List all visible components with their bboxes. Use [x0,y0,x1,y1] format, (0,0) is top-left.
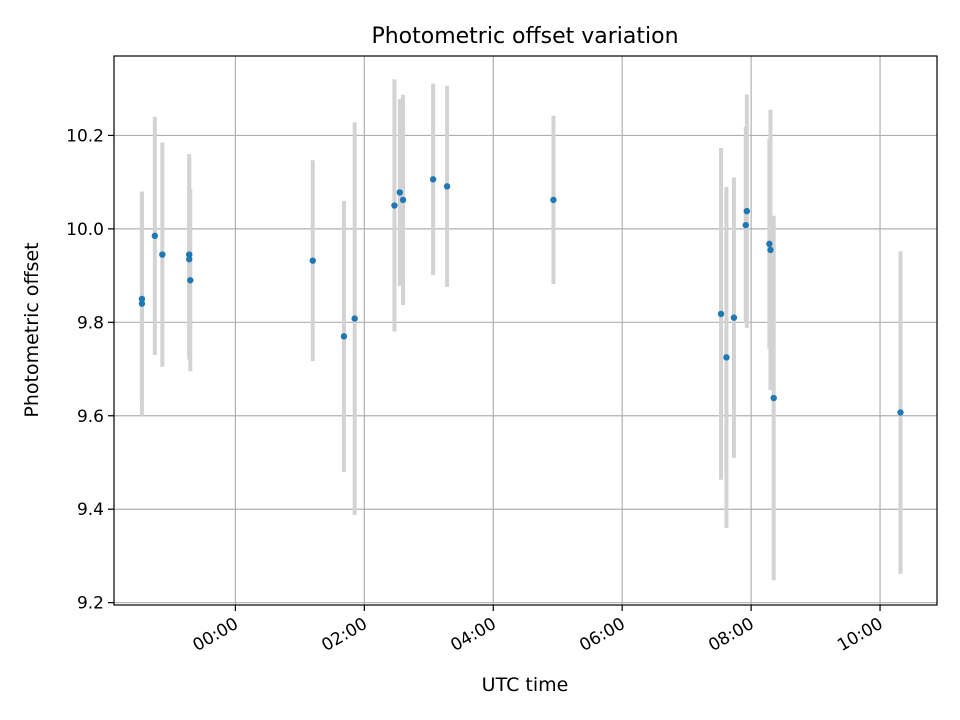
chart-title: Photometric offset variation [371,24,678,49]
data-point [550,196,557,204]
data-point [340,333,348,340]
y-tick-label: 9.8 [77,313,104,333]
y-tick-label: 10.0 [66,220,104,240]
data-point [138,295,146,303]
data-point [767,246,774,254]
y-tick-label: 9.6 [77,407,104,427]
data-point [159,251,166,258]
data-point [351,315,358,322]
data-point [897,409,904,416]
y-tick-label: 9.2 [77,594,104,614]
data-point [723,354,730,361]
data-point [399,196,407,204]
data-point [186,256,193,263]
data-point [309,257,316,264]
data-point [730,314,738,321]
y-tick-label: 9.4 [77,500,104,520]
y-axis-label: Photometric offset [21,242,43,417]
data-point [742,221,749,229]
data-point [391,202,398,209]
y-axis-ticks: 9.2 9.4 9.6 9.8 10.0 10.2 [66,126,114,614]
x-axis-label: UTC time [482,674,569,696]
data-point [766,240,773,248]
data-point [186,251,193,258]
data-point [396,189,403,196]
grid [114,56,937,605]
data-point [743,207,751,215]
data-point [717,310,725,318]
data-point [770,394,777,402]
plot-frame [113,55,938,606]
data-point [151,232,159,240]
data-point [138,300,146,307]
data-point [187,277,194,284]
data-point [443,183,451,190]
data-points [138,176,904,416]
y-tick-label: 10.2 [66,126,104,146]
data-point [429,176,437,183]
